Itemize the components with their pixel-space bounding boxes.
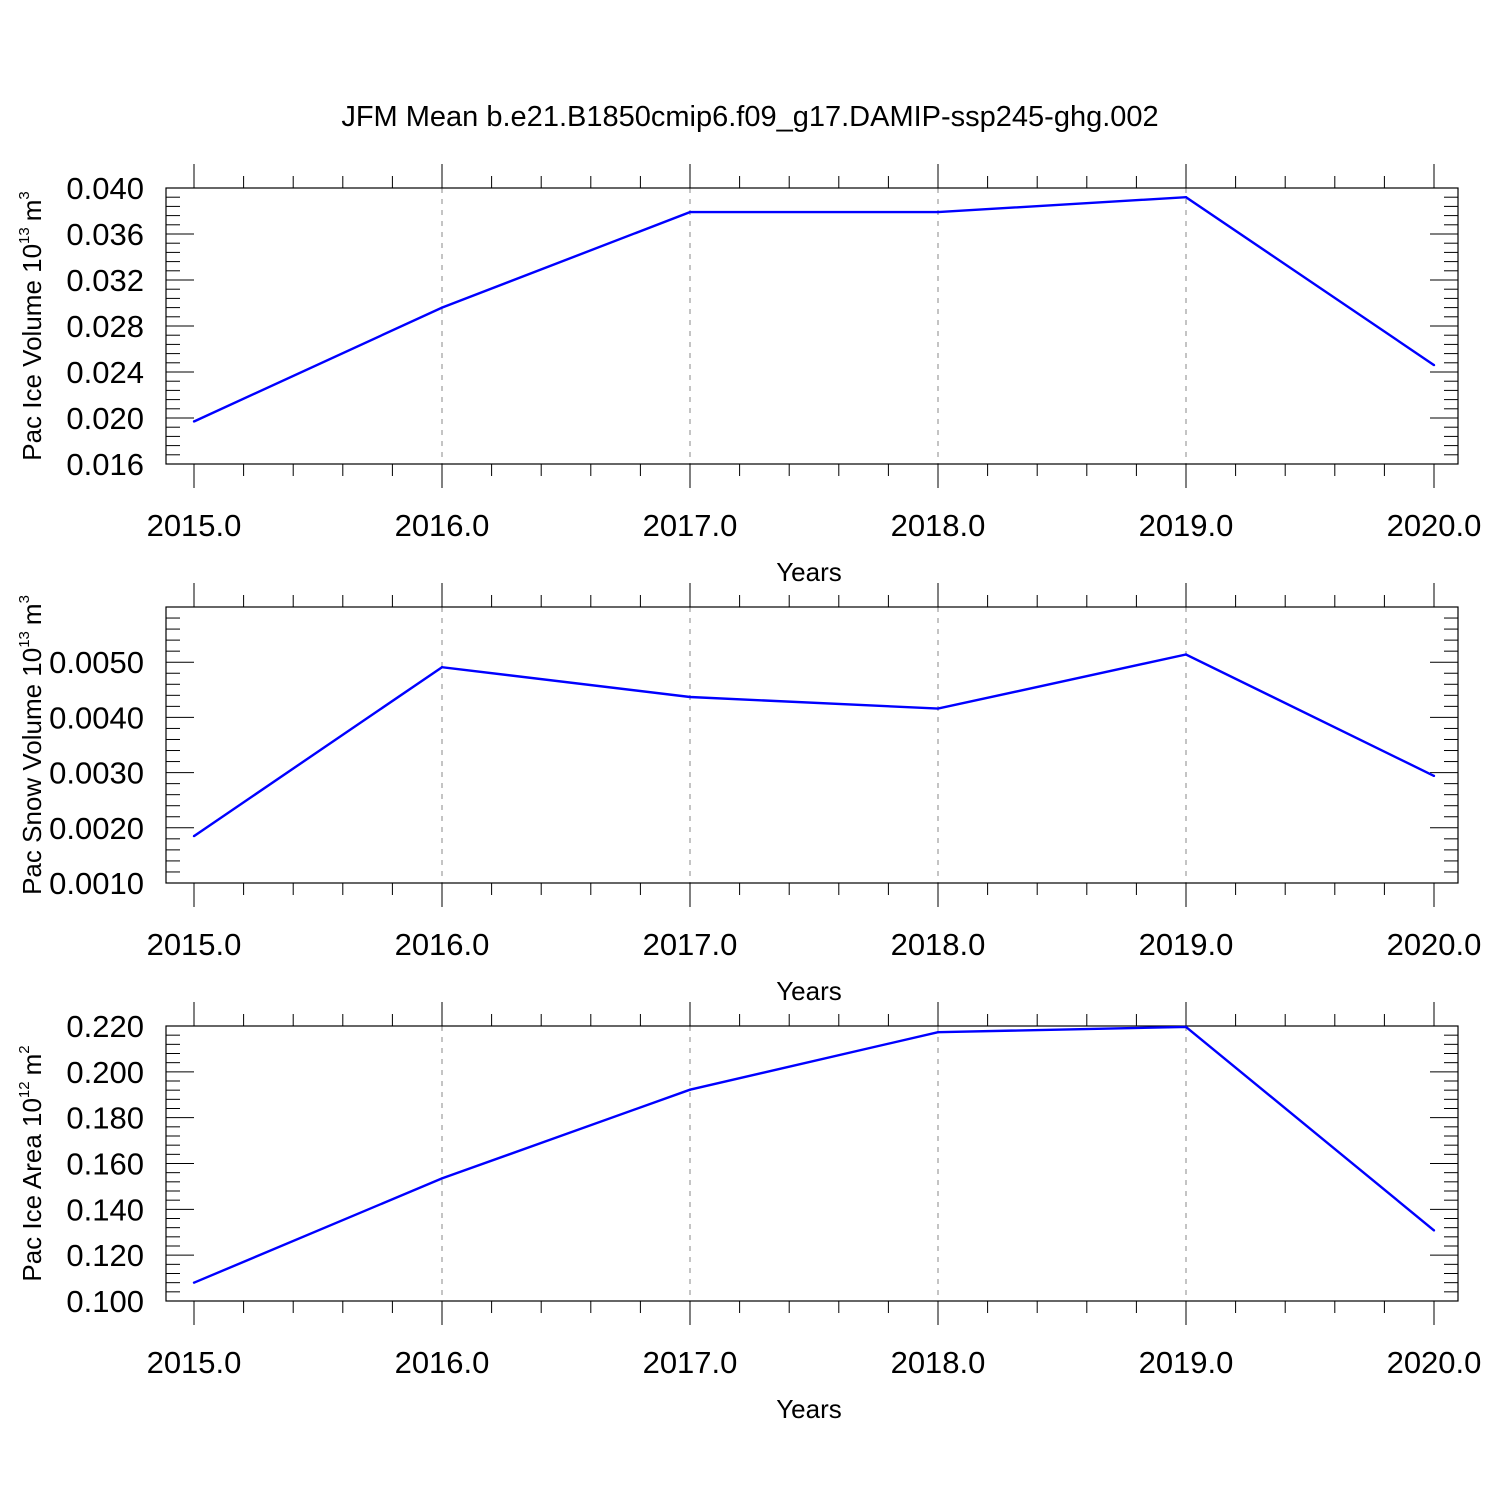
y-tick-label: 0.020 bbox=[66, 401, 144, 436]
series-line bbox=[193, 653, 1435, 838]
chart-panel-3: 0.100 0.120 0.140 0.160 0.180 0.200 0.220 2015.… bbox=[16, 1002, 1481, 1424]
y-axis-label-text: Pac Ice Area 10 bbox=[17, 1098, 47, 1282]
y-tick-label: 0.024 bbox=[66, 355, 144, 390]
data-point bbox=[1432, 363, 1436, 367]
y-axis-label-exponent: 12 bbox=[16, 1081, 33, 1098]
x-tick-label: 2018.0 bbox=[891, 508, 986, 543]
x-tick-label: 2020.0 bbox=[1387, 927, 1482, 962]
y-tick-label: 0.036 bbox=[66, 217, 144, 252]
y-axis-label-unit-exponent: 2 bbox=[16, 1045, 33, 1053]
data-point bbox=[688, 210, 692, 214]
panels-group: 0.016 0.020 0.024 0.028 0.032 0.036 0.040 2015.… bbox=[16, 164, 1481, 1424]
x-axis-label: Years bbox=[776, 976, 842, 1006]
x-tick-label: 2019.0 bbox=[1139, 1345, 1234, 1380]
y-tick-label: 0.0040 bbox=[49, 700, 144, 735]
x-tick-label: 2020.0 bbox=[1387, 508, 1482, 543]
x-axis-label: Years bbox=[776, 557, 842, 587]
x-tick-label: 2017.0 bbox=[643, 508, 738, 543]
data-point bbox=[192, 420, 196, 423]
y-axis-label: Pac Ice Volume 1013 m3 bbox=[16, 191, 47, 461]
data-point bbox=[1184, 1025, 1188, 1029]
y-tick-label: 0.040 bbox=[66, 171, 144, 206]
data-point bbox=[936, 210, 940, 214]
y-axis-label-unit-exponent: 3 bbox=[16, 191, 33, 199]
chart-panel-1: 0.016 0.020 0.024 0.028 0.032 0.036 0.040 2015.… bbox=[16, 164, 1481, 587]
data-point bbox=[1432, 1229, 1436, 1232]
x-axis-label: Years bbox=[776, 1394, 842, 1424]
data-point bbox=[688, 1088, 692, 1091]
x-tick-label: 2019.0 bbox=[1139, 927, 1234, 962]
data-point bbox=[688, 695, 692, 699]
x-tick-label: 2015.0 bbox=[147, 1345, 242, 1380]
x-tick-label: 2019.0 bbox=[1139, 508, 1234, 543]
y-axis-label-unit-exponent: 3 bbox=[16, 595, 33, 603]
y-axis-label: Pac Snow Volume 1013 m3 bbox=[16, 595, 47, 895]
data-point bbox=[1184, 196, 1188, 199]
data-point bbox=[1432, 774, 1436, 778]
y-tick-label: 0.220 bbox=[66, 1009, 144, 1044]
plot-frame bbox=[165, 1025, 1459, 1302]
y-axis-label-text: Pac Snow Volume 10 bbox=[17, 648, 47, 895]
y-tick-label: 0.160 bbox=[66, 1147, 144, 1182]
plot-frame bbox=[165, 187, 1459, 465]
y-tick-label: 0.0050 bbox=[49, 645, 144, 680]
x-tick-label: 2016.0 bbox=[395, 927, 490, 962]
y-tick-label: 0.016 bbox=[66, 447, 144, 482]
x-tick-label: 2015.0 bbox=[147, 927, 242, 962]
y-tick-label: 0.028 bbox=[66, 309, 144, 344]
y-axis-label-unit: m bbox=[17, 1054, 47, 1076]
series-line bbox=[193, 195, 1435, 423]
y-tick-label: 0.0010 bbox=[49, 866, 144, 901]
x-tick-label: 2016.0 bbox=[395, 508, 490, 543]
data-point bbox=[440, 1177, 444, 1180]
y-axis-label-exponent: 13 bbox=[16, 227, 33, 244]
y-tick-label: 0.180 bbox=[66, 1101, 144, 1136]
x-tick-label: 2018.0 bbox=[891, 1345, 986, 1380]
y-tick-label: 0.140 bbox=[66, 1192, 144, 1227]
x-tick-label: 2017.0 bbox=[643, 1345, 738, 1380]
data-point bbox=[192, 834, 196, 838]
x-tick-label: 2018.0 bbox=[891, 927, 986, 962]
x-tick-label: 2020.0 bbox=[1387, 1345, 1482, 1380]
y-tick-label: 0.200 bbox=[66, 1055, 144, 1090]
y-tick-label: 0.0030 bbox=[49, 756, 144, 791]
data-point bbox=[936, 1030, 940, 1034]
x-tick-label: 2016.0 bbox=[395, 1345, 490, 1380]
y-axis-label-unit: m bbox=[17, 200, 47, 222]
data-point bbox=[192, 1281, 196, 1284]
y-tick-label: 0.032 bbox=[66, 263, 144, 298]
x-tick-label: 2017.0 bbox=[643, 927, 738, 962]
y-tick-label: 0.100 bbox=[66, 1284, 144, 1319]
data-point bbox=[1184, 653, 1188, 656]
chart-panel-2: 0.0010 0.0020 0.0030 0.0040 0.0050 2015.0 2016… bbox=[16, 583, 1481, 1006]
y-axis-label-text: Pac Ice Volume 10 bbox=[17, 244, 47, 461]
data-point bbox=[936, 707, 940, 710]
y-tick-label: 0.120 bbox=[66, 1238, 144, 1273]
y-axis-label: Pac Ice Area 1012 m2 bbox=[16, 1045, 47, 1281]
plot-frame bbox=[165, 606, 1459, 884]
series-line bbox=[193, 1025, 1435, 1284]
x-tick-label: 2015.0 bbox=[147, 508, 242, 543]
data-point bbox=[440, 665, 444, 669]
y-tick-label: 0.0020 bbox=[49, 811, 144, 846]
data-point bbox=[440, 306, 444, 309]
y-axis-label-unit: m bbox=[17, 603, 47, 625]
chart-title: JFM Mean b.e21.B1850cmip6.f09_g17.DAMIP-… bbox=[341, 101, 1158, 133]
y-axis-label-exponent: 13 bbox=[16, 631, 33, 648]
